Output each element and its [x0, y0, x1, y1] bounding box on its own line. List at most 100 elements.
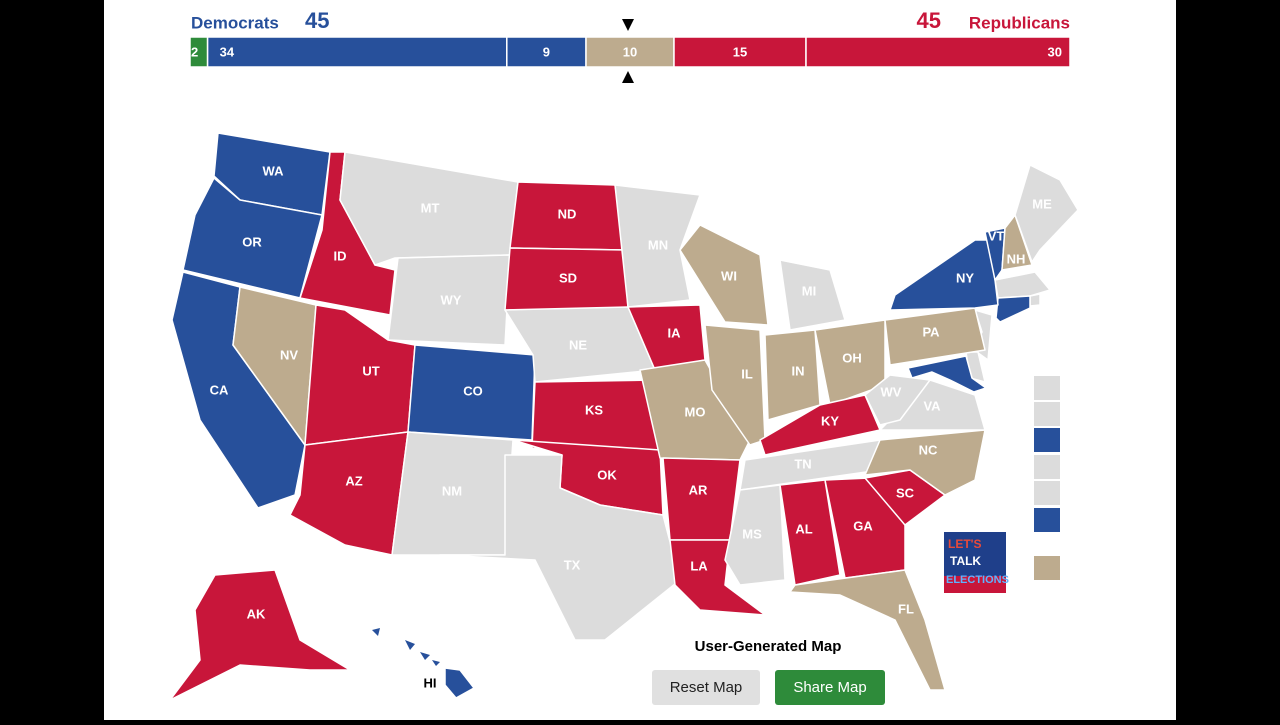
- state-shape[interactable]: [169, 569, 351, 701]
- share-button-label[interactable]: Share Map: [793, 679, 866, 696]
- state-label: WY: [441, 292, 462, 307]
- us-map: WA OR CA NV ID MT WY UT CO AZ NM ND SD NE KS OK TX MN IA MO…: [169, 132, 1079, 701]
- state-shape[interactable]: [907, 355, 987, 393]
- seat-bar: 2 34 9 10 15 30: [189, 36, 1071, 68]
- state-shape[interactable]: [387, 254, 511, 346]
- island-shape[interactable]: [372, 628, 380, 636]
- seat-segment-label: 10: [623, 44, 637, 59]
- state-shape[interactable]: [504, 306, 656, 383]
- state-box[interactable]: [1034, 376, 1060, 400]
- seat-segment: [206, 36, 508, 68]
- state-label: AL: [795, 521, 812, 536]
- state-shape[interactable]: [679, 224, 769, 326]
- state-shape[interactable]: [789, 569, 946, 691]
- state-label: OR: [242, 234, 262, 249]
- state-label: TX: [564, 557, 581, 572]
- state-label: WV: [881, 384, 902, 399]
- state-shape[interactable]: [439, 454, 681, 641]
- seat-segment: [506, 36, 587, 68]
- seat-segment: [805, 36, 1071, 68]
- state-shape[interactable]: [704, 324, 766, 446]
- state-label: CA: [210, 382, 229, 397]
- state-label: NV: [280, 347, 298, 362]
- small-state-boxes: [1034, 376, 1060, 580]
- state-label: UT: [362, 363, 379, 378]
- state-label: ME: [1032, 196, 1052, 211]
- state-label: NC: [919, 442, 938, 457]
- share-button[interactable]: [775, 670, 885, 705]
- state-shape[interactable]: [864, 374, 931, 426]
- state-shape[interactable]: [614, 184, 701, 308]
- state-shape[interactable]: [724, 484, 786, 586]
- island-shape[interactable]: [405, 640, 415, 650]
- state-label: IL: [741, 366, 753, 381]
- seat-segment-label: 2: [191, 44, 198, 59]
- state-shape[interactable]: [779, 259, 846, 331]
- seat-segment-label: 30: [1048, 44, 1062, 59]
- state-label: AR: [689, 482, 708, 497]
- logo-line: LET'S: [948, 537, 982, 551]
- republicans-label: Republicans: [969, 13, 1070, 32]
- reset-button[interactable]: [652, 670, 760, 705]
- state-label: SC: [896, 485, 915, 500]
- state-shape[interactable]: [1001, 214, 1033, 271]
- state-label: MO: [685, 404, 706, 419]
- logo-line: TALK: [950, 554, 981, 568]
- state-box[interactable]: [1034, 508, 1060, 532]
- state-label: MT: [421, 200, 440, 215]
- republicans-total: 45: [917, 8, 941, 33]
- state-label: OK: [597, 467, 617, 482]
- state-shape[interactable]: [884, 307, 986, 366]
- state-label: ND: [558, 206, 577, 221]
- state-label: TN: [794, 456, 811, 471]
- state-label: MN: [648, 237, 668, 252]
- state-label: KY: [821, 413, 839, 428]
- state-label: NM: [442, 483, 462, 498]
- state-box[interactable]: [1034, 481, 1060, 505]
- state-label: WA: [263, 163, 285, 178]
- seat-segment-label: 34: [220, 44, 235, 59]
- state-label: CO: [463, 383, 483, 398]
- state-shape[interactable]: [995, 295, 1031, 323]
- state-shape[interactable]: [824, 477, 906, 579]
- state-shape[interactable]: [639, 359, 751, 461]
- state-label: PA: [922, 324, 940, 339]
- state-shape[interactable]: [889, 239, 999, 311]
- state-box[interactable]: [1034, 402, 1060, 426]
- state-shape[interactable]: [759, 394, 881, 456]
- state-box[interactable]: [1034, 428, 1060, 452]
- majority-marker-top: [622, 19, 634, 31]
- state-label: MS: [742, 526, 762, 541]
- island-shape[interactable]: [420, 652, 430, 660]
- state-label: OH: [842, 350, 862, 365]
- state-label: KS: [585, 402, 603, 417]
- map-caption: User-Generated Map: [695, 638, 842, 655]
- logo: LET'S TALK ELECTIONS: [944, 532, 1009, 593]
- state-shape[interactable]: [779, 479, 841, 586]
- state-label: MI: [802, 283, 816, 298]
- state-label: IN: [792, 363, 805, 378]
- state-box[interactable]: [1034, 455, 1060, 479]
- state-label: ID: [334, 248, 347, 263]
- island-shape[interactable]: [432, 660, 440, 666]
- majority-marker-bottom: [622, 71, 634, 83]
- state-label: HI: [424, 675, 437, 690]
- state-box[interactable]: [1034, 556, 1060, 580]
- reset-button-label[interactable]: Reset Map: [670, 679, 743, 696]
- state-label: AZ: [345, 473, 362, 488]
- state-shape[interactable]: [1014, 164, 1079, 263]
- state-label: VA: [923, 398, 941, 413]
- state-shape[interactable]: [662, 457, 741, 541]
- state-shape[interactable]: [1029, 293, 1041, 307]
- seat-segment-label: 9: [543, 44, 550, 59]
- state-shape[interactable]: [444, 667, 475, 699]
- state-label: VT: [988, 228, 1005, 243]
- democrats-label: Democrats: [191, 13, 279, 32]
- state-label: FL: [898, 601, 914, 616]
- logo-stripe: [944, 576, 1006, 593]
- logo-line: ELECTIONS: [946, 574, 1009, 586]
- state-label: LA: [690, 558, 708, 573]
- democrats-total: 45: [305, 8, 329, 33]
- state-label: SD: [559, 270, 577, 285]
